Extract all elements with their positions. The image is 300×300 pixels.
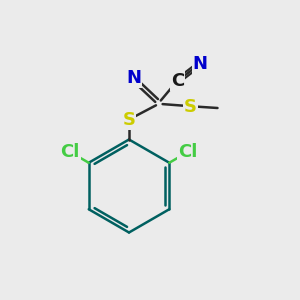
Text: N: N bbox=[193, 55, 208, 73]
Text: N: N bbox=[126, 69, 141, 87]
Text: S: S bbox=[184, 98, 197, 116]
Text: Cl: Cl bbox=[61, 143, 80, 161]
Text: C: C bbox=[171, 72, 184, 90]
Text: S: S bbox=[122, 111, 136, 129]
Text: Cl: Cl bbox=[178, 143, 197, 161]
